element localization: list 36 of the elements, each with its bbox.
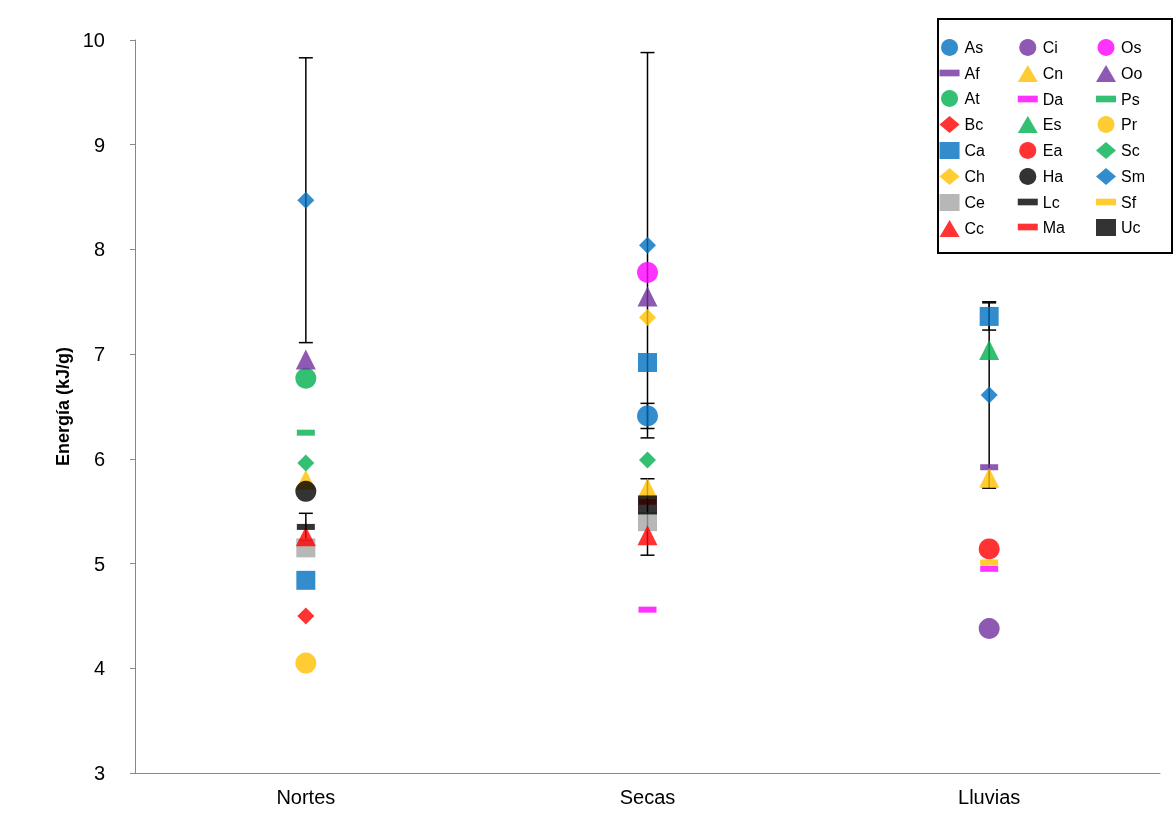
legend-label: At xyxy=(964,90,981,107)
legend-label: Ha xyxy=(1042,168,1064,185)
y-tick-label: 8 xyxy=(93,238,105,261)
legend-label: Es xyxy=(1042,116,1062,133)
legend-label: Da xyxy=(1042,90,1064,108)
legend-label: Oo xyxy=(1121,65,1143,82)
legend-label: As xyxy=(964,39,984,56)
legend-label: Uc xyxy=(1121,219,1141,236)
legend-label: Pr xyxy=(1121,116,1138,133)
y-tick-label: 10 xyxy=(82,29,105,51)
legend-label: Sf xyxy=(1121,193,1137,211)
legend-label: Bc xyxy=(964,116,984,133)
legend-label: Sm xyxy=(1121,168,1145,185)
y-tick-label: 9 xyxy=(93,133,105,156)
legend-label: Ea xyxy=(1042,142,1063,159)
legend-label: Ce xyxy=(964,194,986,211)
legend-label: Ps xyxy=(1121,90,1140,108)
legend-label: Cn xyxy=(1042,65,1064,82)
y-tick-label: 4 xyxy=(93,657,105,680)
y-axis-title: Energía (kJ/g) xyxy=(52,346,73,467)
legend-label: Sc xyxy=(1121,142,1140,159)
legend-label: Lc xyxy=(1042,193,1060,211)
legend-label: Ca xyxy=(964,142,986,159)
y-tick-label: 3 xyxy=(93,762,105,784)
legend-label: Ci xyxy=(1042,39,1058,56)
legend-label: Cc xyxy=(964,220,985,237)
y-tick-label: 7 xyxy=(93,343,105,366)
legend-label: Ch xyxy=(964,168,985,185)
y-tick-label: 5 xyxy=(93,552,105,575)
legend-label: Os xyxy=(1121,39,1142,56)
y-tick-label: 6 xyxy=(93,447,105,470)
legend-label: Ma xyxy=(1042,218,1066,236)
x-tick-label: Secas xyxy=(619,786,676,808)
legend-label: Af xyxy=(964,64,981,82)
x-tick-label: Lluvias xyxy=(958,786,1021,808)
x-tick-label: Nortes xyxy=(276,786,336,808)
